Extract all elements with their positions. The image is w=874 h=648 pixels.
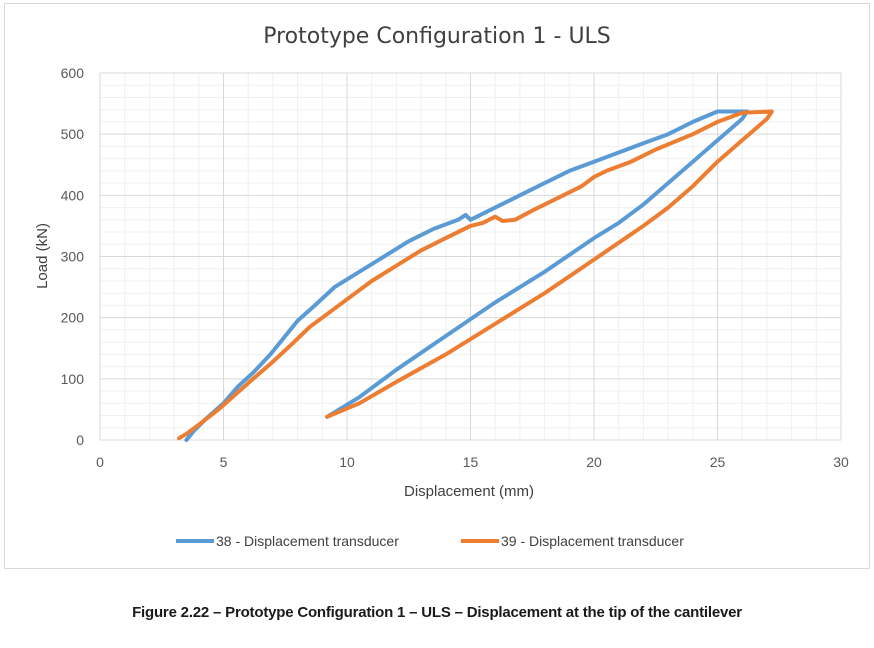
y-tick-label: 300	[61, 249, 85, 265]
y-tick-label: 600	[61, 65, 85, 81]
x-tick-label: 20	[586, 454, 602, 470]
y-tick-label: 400	[61, 187, 85, 203]
x-tick-label: 0	[96, 454, 104, 470]
y-axis-title: Load (kN)	[34, 223, 51, 289]
y-tick-label: 0	[76, 432, 84, 448]
series-layer	[177, 109, 774, 442]
chart-title: Prototype Configuration 1 - ULS	[263, 24, 611, 49]
figure-caption: Figure 2.22 – Prototype Configuration 1 …	[132, 604, 742, 621]
major-gridlines	[100, 73, 841, 440]
series-line-displacement-38	[184, 109, 750, 442]
y-tick-label: 100	[61, 371, 85, 387]
legend-label-displacement-39: 39 - Displacement transducer	[501, 533, 684, 549]
y-axis-ticks: 0 100 200 300 400 500 600	[61, 65, 85, 448]
y-tick-label: 200	[61, 310, 85, 326]
chart: Prototype Configuration 1 - ULS 0 5 10 15 20…	[34, 24, 849, 549]
series-line-displacement-39	[177, 109, 774, 441]
x-axis-title: Displacement (mm)	[404, 483, 534, 500]
x-tick-label: 15	[463, 454, 479, 470]
x-tick-label: 5	[220, 454, 228, 470]
legend-label-displacement-38: 38 - Displacement transducer	[216, 533, 399, 549]
y-tick-label: 500	[61, 126, 85, 142]
x-tick-label: 25	[710, 454, 726, 470]
x-axis-ticks: 0 5 10 15 20 25 30	[96, 454, 849, 470]
plot-border	[99, 72, 842, 441]
x-tick-label: 10	[339, 454, 355, 470]
x-tick-label: 30	[833, 454, 849, 470]
legend: 38 - Displacement transducer 39 - Displa…	[176, 533, 684, 549]
